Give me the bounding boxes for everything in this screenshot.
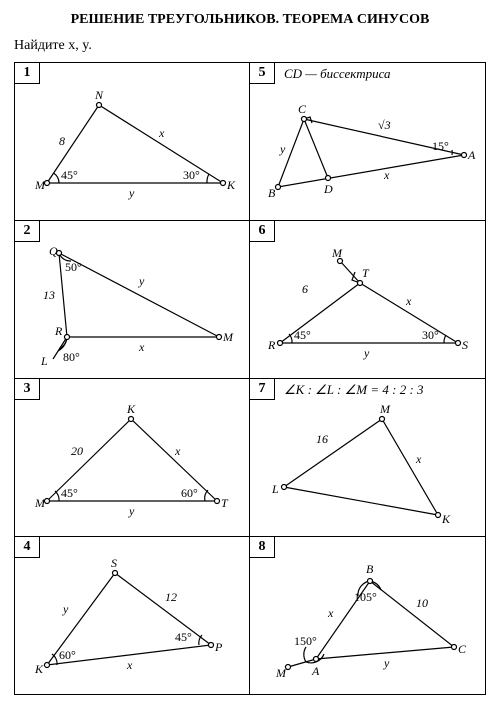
- problem-number: 7: [249, 378, 275, 400]
- svg-text:13: 13: [43, 288, 55, 302]
- svg-text:8: 8: [59, 134, 65, 148]
- svg-text:M: M: [34, 496, 46, 510]
- problem-cell: 5 CD — биссектриса B C A D y √3: [250, 63, 485, 221]
- svg-text:L: L: [40, 354, 48, 368]
- problem-grid: 1 M N K 8 x y 45° 30°: [14, 62, 486, 695]
- svg-text:B: B: [366, 562, 374, 576]
- svg-text:K: K: [441, 512, 451, 526]
- problem-cell: 6 R T S M 6 x y: [250, 221, 485, 379]
- problem-number: 3: [14, 378, 40, 400]
- svg-text:Q: Q: [49, 244, 58, 258]
- problem-number: 2: [14, 220, 40, 242]
- svg-text:30°: 30°: [183, 168, 200, 182]
- problem-extra-text: CD — биссектриса: [284, 66, 391, 82]
- svg-text:y: y: [62, 602, 69, 616]
- svg-text:T: T: [221, 496, 229, 510]
- triangle-figure: K S P y 12 x 60° 45°: [19, 541, 245, 691]
- svg-text:S: S: [462, 338, 468, 352]
- svg-text:x: x: [126, 658, 133, 672]
- svg-text:N: N: [94, 88, 104, 102]
- problem-number: 8: [249, 536, 275, 558]
- svg-text:R: R: [267, 338, 276, 352]
- svg-text:y: y: [363, 346, 370, 360]
- svg-text:D: D: [323, 182, 333, 196]
- svg-text:C: C: [458, 642, 467, 656]
- svg-text:M: M: [331, 246, 343, 260]
- triangle-figure: Q R M L 13 y x 50° 80°: [19, 225, 245, 375]
- svg-text:45°: 45°: [175, 630, 192, 644]
- svg-text:x: x: [158, 126, 165, 140]
- svg-text:C: C: [298, 102, 307, 116]
- svg-text:S: S: [111, 556, 117, 570]
- svg-text:105°: 105°: [354, 590, 377, 604]
- svg-text:M: M: [222, 330, 234, 344]
- svg-text:y: y: [279, 142, 286, 156]
- triangle-figure: B C A D y √3 x 15°: [254, 67, 480, 217]
- svg-text:x: x: [383, 168, 390, 182]
- page-title: РЕШЕНИЕ ТРЕУГОЛЬНИКОВ. ТЕОРЕМА СИНУСОВ: [14, 12, 486, 28]
- svg-text:20: 20: [71, 444, 83, 458]
- triangle-figure: M K T 20 x y 45° 60°: [19, 383, 245, 533]
- svg-text:K: K: [226, 178, 236, 192]
- problem-number: 4: [14, 536, 40, 558]
- problem-cell: 3 M K T 20 x y 45° 60°: [15, 379, 250, 537]
- svg-text:y: y: [383, 656, 390, 670]
- svg-text:30°: 30°: [422, 328, 439, 342]
- svg-text:L: L: [271, 482, 279, 496]
- svg-text:P: P: [214, 640, 223, 654]
- problem-cell: 1 M N K 8 x y 45° 30°: [15, 63, 250, 221]
- svg-text:12: 12: [165, 590, 177, 604]
- svg-text:x: x: [174, 444, 181, 458]
- problem-number: 6: [249, 220, 275, 242]
- svg-text:T: T: [362, 266, 370, 280]
- svg-text:x: x: [327, 606, 334, 620]
- svg-text:A: A: [467, 148, 476, 162]
- svg-text:√3: √3: [378, 118, 391, 132]
- triangle-figure: M N K 8 x y 45° 30°: [19, 67, 245, 217]
- svg-text:80°: 80°: [63, 350, 80, 364]
- svg-text:M: M: [379, 402, 391, 416]
- svg-text:y: y: [128, 504, 135, 518]
- problem-cell: 4 K S P y 12 x 60° 45°: [15, 537, 250, 695]
- svg-text:6: 6: [302, 282, 308, 296]
- svg-text:150°: 150°: [294, 634, 317, 648]
- svg-text:M: M: [275, 666, 287, 680]
- svg-text:y: y: [128, 186, 135, 200]
- problem-extra-text: ∠K : ∠L : ∠M = 4 : 2 : 3: [284, 382, 424, 398]
- svg-text:M: M: [34, 178, 46, 192]
- svg-text:R: R: [54, 324, 63, 338]
- triangle-figure: L M K 16 x: [254, 383, 480, 533]
- svg-text:A: A: [311, 664, 320, 678]
- triangle-figure: R T S M 6 x y 45° 30°: [254, 225, 480, 375]
- svg-text:x: x: [405, 294, 412, 308]
- svg-text:60°: 60°: [59, 648, 76, 662]
- svg-text:10: 10: [416, 596, 428, 610]
- problem-number: 1: [14, 62, 40, 84]
- svg-text:45°: 45°: [61, 168, 78, 182]
- svg-text:15°: 15°: [432, 139, 449, 153]
- triangle-figure: A B C M x 10 y 105° 150°: [254, 541, 480, 691]
- svg-text:K: K: [34, 662, 44, 676]
- svg-text:x: x: [138, 340, 145, 354]
- problem-cell: 2 Q R M L 13 y x 50°: [15, 221, 250, 379]
- svg-text:16: 16: [316, 432, 328, 446]
- problem-cell: 7 ∠K : ∠L : ∠M = 4 : 2 : 3 L M K 16 x: [250, 379, 485, 537]
- problem-cell: 8 A B C M x 10: [250, 537, 485, 695]
- svg-text:K: K: [126, 402, 136, 416]
- svg-text:60°: 60°: [181, 486, 198, 500]
- svg-text:x: x: [415, 452, 422, 466]
- svg-text:45°: 45°: [294, 328, 311, 342]
- svg-text:45°: 45°: [61, 486, 78, 500]
- svg-text:B: B: [268, 186, 276, 200]
- svg-text:y: y: [138, 274, 145, 288]
- problem-number: 5: [249, 62, 275, 84]
- page-prompt: Найдите x, y.: [14, 38, 486, 54]
- svg-text:50°: 50°: [65, 260, 82, 274]
